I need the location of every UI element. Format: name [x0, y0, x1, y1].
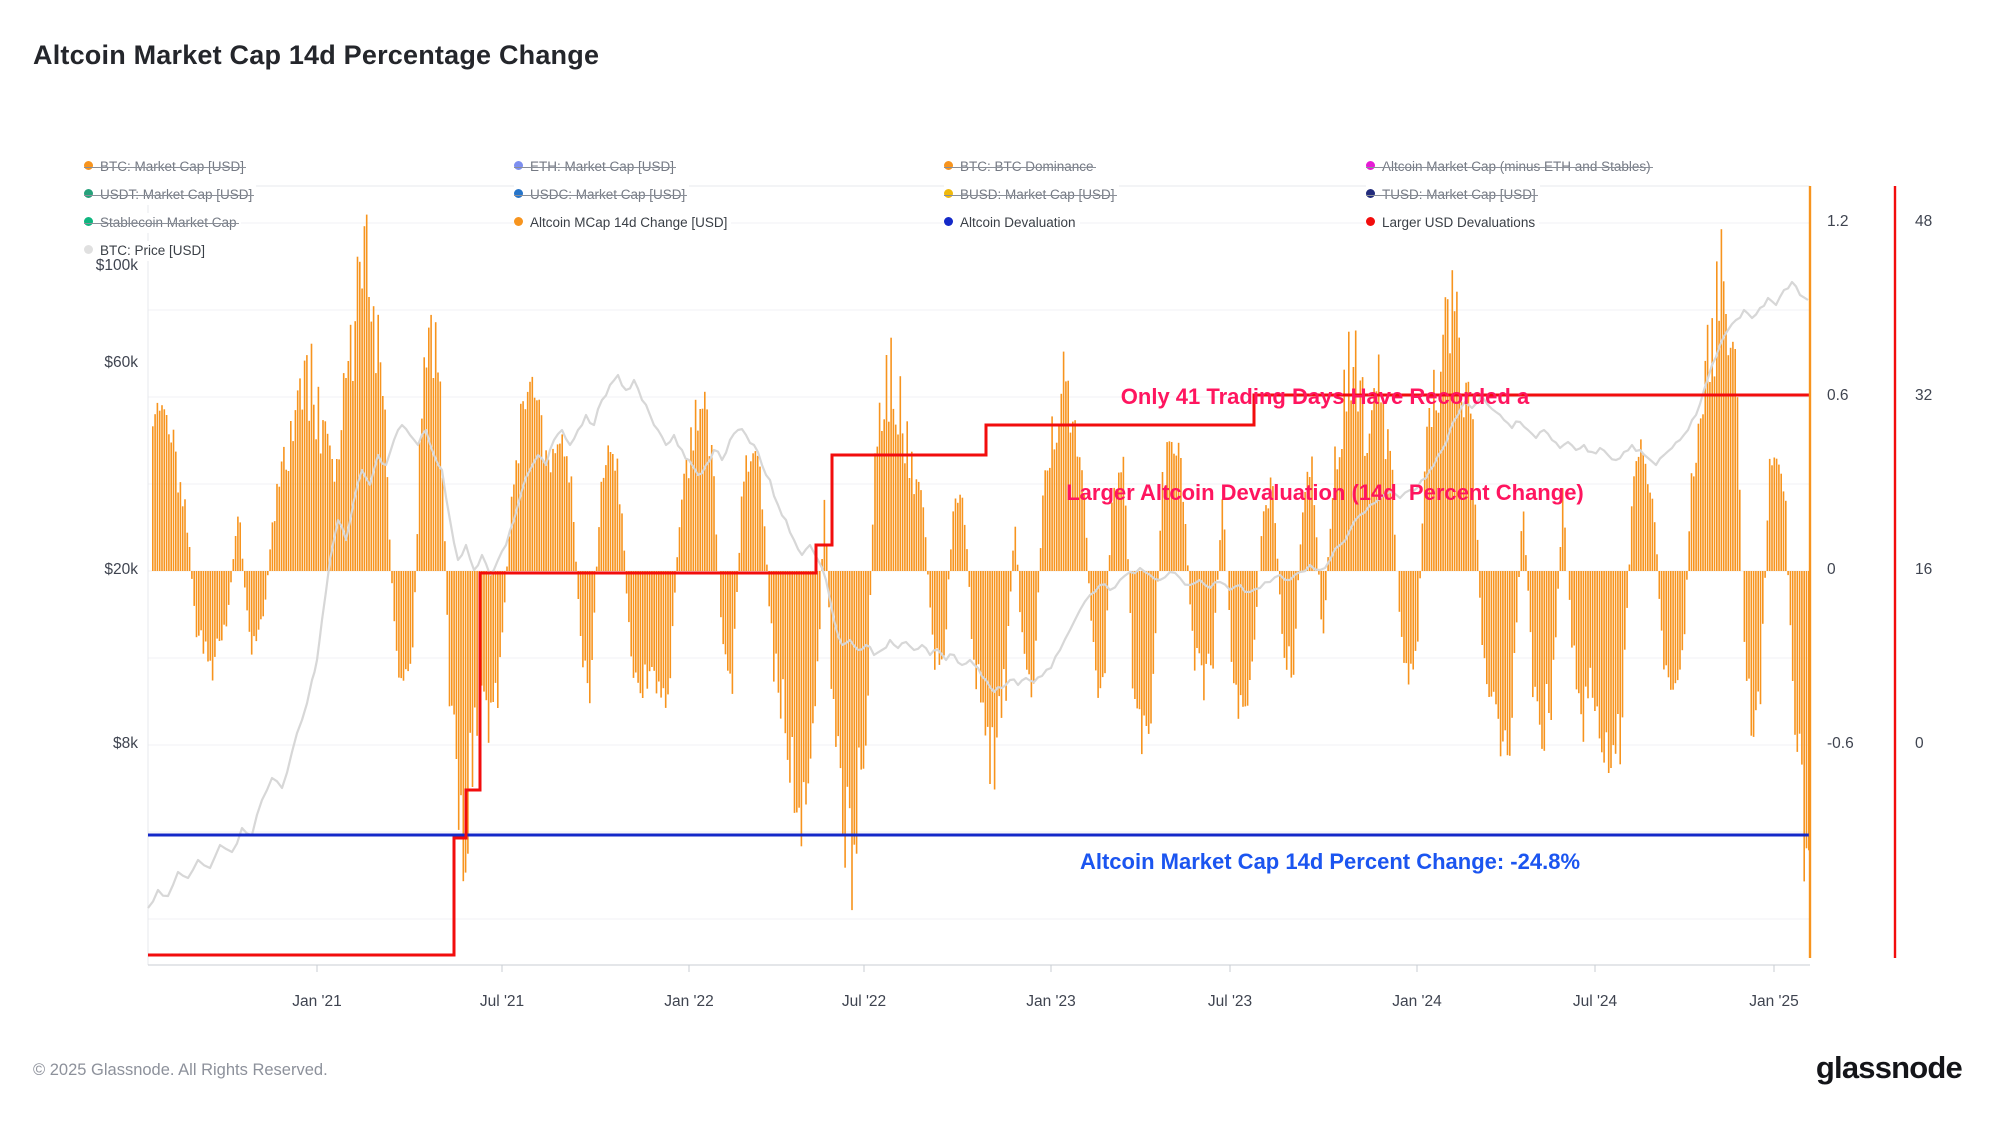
legend-item-label: USDC: Market Cap [USD]: [530, 187, 686, 202]
right-inner-axis-label: -0.6: [1827, 735, 1854, 752]
current-change-annotation: Altcoin Market Cap 14d Percent Change: -…: [1079, 849, 1581, 874]
legend-item-usdc-market-cap-usd[interactable]: USDC: Market Cap [USD]: [514, 185, 690, 205]
right-inner-axis-label: 0: [1827, 561, 1836, 578]
left-axis-label: $20k: [104, 561, 138, 578]
left-axis-label: $60k: [104, 354, 138, 371]
left-axis-label: $8k: [113, 735, 138, 752]
right-inner-axis-label: 1.2: [1827, 213, 1849, 230]
legend-item-btc-market-cap-usd[interactable]: BTC: Market Cap [USD]: [84, 157, 249, 177]
legend-item-larger-usd-devaluations[interactable]: Larger USD Devaluations: [1366, 213, 1540, 233]
x-axis-label: Jan '22: [664, 993, 714, 1010]
right-outer-axis-label: 0: [1915, 735, 1924, 752]
legend-marker-dot: [944, 189, 953, 198]
legend-item-eth-market-cap-usd[interactable]: ETH: Market Cap [USD]: [514, 157, 679, 177]
legend-item-label: BTC: BTC Dominance: [960, 159, 1094, 174]
legend-item-busd-market-cap-usd[interactable]: BUSD: Market Cap [USD]: [944, 185, 1119, 205]
right-inner-axis-label: 0.6: [1827, 387, 1849, 404]
legend-item-label: Altcoin Devaluation: [960, 215, 1076, 230]
legend-marker-dot: [84, 245, 93, 254]
legend-item-stablecoin-market-cap[interactable]: Stablecoin Market Cap: [84, 213, 241, 233]
legend-item-label: Altcoin Market Cap (minus ETH and Stable…: [1382, 159, 1651, 174]
x-axis-label: Jan '24: [1392, 993, 1442, 1010]
right-outer-axis-label: 16: [1915, 561, 1933, 578]
legend-item-usdt-market-cap-usd[interactable]: USDT: Market Cap [USD]: [84, 185, 257, 205]
legend-item-label: ETH: Market Cap [USD]: [530, 159, 675, 174]
page-title: Altcoin Market Cap 14d Percentage Change: [33, 40, 600, 70]
glassnode-logo: glassnode: [1815, 1050, 1963, 1085]
btc-price-line: [147, 280, 1809, 909]
legend-marker-dot: [1366, 161, 1375, 170]
x-axis-label: Jul '21: [479, 993, 525, 1010]
x-axis-label: Jan '23: [1026, 993, 1076, 1010]
legend-item-btc-btc-dominance[interactable]: BTC: BTC Dominance: [944, 157, 1098, 177]
legend-item-label: USDT: Market Cap [USD]: [100, 187, 253, 202]
legend-marker-dot: [84, 217, 93, 226]
legend-item-label: Altcoin MCap 14d Change [USD]: [530, 215, 728, 230]
x-axis-label: Jan '25: [1749, 993, 1799, 1010]
copyright-text: © 2025 Glassnode. All Rights Reserved.: [33, 1061, 328, 1079]
legend-item-label: TUSD: Market Cap [USD]: [1382, 187, 1536, 202]
x-axis-label: Jul '22: [841, 993, 887, 1010]
legend-item-label: Larger USD Devaluations: [1382, 215, 1536, 230]
devaluation-annotation-line1: Only 41 Trading Days Have Recorded a: [1120, 384, 1530, 409]
legend-marker-dot: [944, 161, 953, 170]
legend-marker-dot: [944, 217, 953, 226]
legend-item-altcoin-market-cap-minus-eth-and-stables[interactable]: Altcoin Market Cap (minus ETH and Stable…: [1366, 157, 1655, 177]
legend-item-label: BTC: Market Cap [USD]: [100, 159, 245, 174]
altcoin-change-bars: [152, 214, 1810, 911]
legend-item-altcoin-mcap-14d-change-usd[interactable]: Altcoin MCap 14d Change [USD]: [514, 213, 732, 233]
x-axis-label: Jul '24: [1572, 993, 1618, 1010]
legend-item-altcoin-devaluation[interactable]: Altcoin Devaluation: [944, 213, 1080, 233]
legend-marker-dot: [84, 189, 93, 198]
left-axis-label: $100k: [95, 257, 138, 274]
legend-item-btc-price-usd[interactable]: BTC: Price [USD]: [84, 241, 210, 261]
right-outer-axis-label: 32: [1915, 387, 1933, 404]
legend-marker-dot: [514, 217, 523, 226]
x-axis-label: Jul '23: [1207, 993, 1253, 1010]
legend-marker-dot: [514, 189, 523, 198]
legend-marker-dot: [1366, 217, 1375, 226]
legend-marker-dot: [84, 161, 93, 170]
x-axis-label: Jan '21: [292, 993, 342, 1010]
larger-devaluations-step-line: [148, 393, 1810, 957]
legend-item-tusd-market-cap-usd[interactable]: TUSD: Market Cap [USD]: [1366, 185, 1540, 205]
devaluation-annotation-line2: Larger Altcoin Devaluation (14d Percent …: [1066, 480, 1584, 505]
legend-item-label: Stablecoin Market Cap: [100, 215, 237, 230]
legend-marker-dot: [514, 161, 523, 170]
legend-marker-dot: [1366, 189, 1375, 198]
right-outer-axis-label: 48: [1915, 213, 1933, 230]
devaluation-annotation: Only 41 Trading Days Have Recorded a Lar…: [790, 317, 1860, 573]
legend-item-label: BUSD: Market Cap [USD]: [960, 187, 1115, 202]
legend-item-label: BTC: Price [USD]: [100, 243, 206, 258]
